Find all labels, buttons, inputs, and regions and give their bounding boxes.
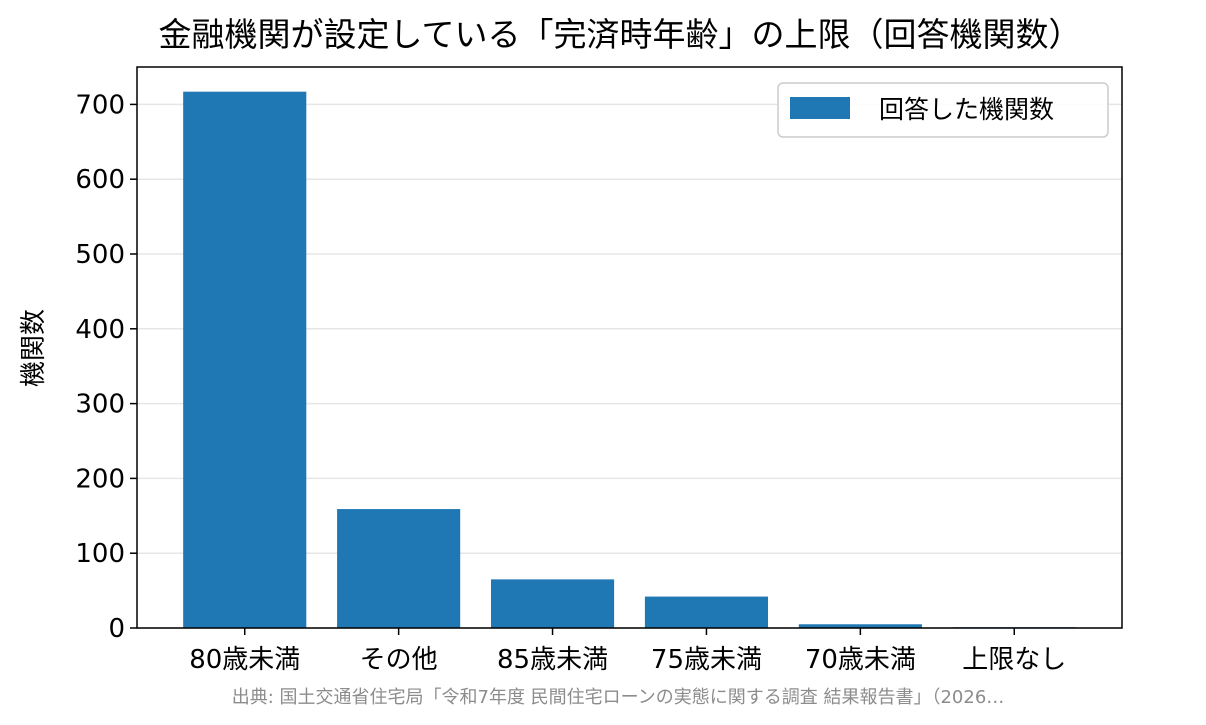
bar-5 (798, 624, 922, 628)
y-tick-label: 700 (75, 90, 125, 120)
source-note: 出典: 国土交通省住宅局「令和7年度 民間住宅ローンの実態に関する調査 結果報告… (232, 687, 1005, 708)
x-tick-label: 上限なし (962, 645, 1066, 675)
y-tick-label: 500 (75, 240, 125, 270)
x-tick-label: 80歳未満 (189, 645, 300, 675)
y-tick-label: 300 (75, 390, 125, 420)
x-tick-label: 70歳未満 (805, 645, 916, 675)
x-tick-label: 75歳未満 (651, 645, 762, 675)
y-tick-label: 400 (75, 315, 125, 345)
x-axis: 80歳未満 その他 85歳未満 75歳未満 70歳未満 上限なし (189, 628, 1066, 675)
x-tick-label: 85歳未満 (497, 645, 608, 675)
plot-frame (136, 66, 1123, 629)
y-tick-label: 0 (108, 614, 125, 644)
legend-box (777, 82, 1109, 138)
bar-2 (337, 509, 461, 628)
bar-3 (490, 579, 615, 628)
legend: 回答した機関数 (777, 82, 1109, 138)
x-tick-label: その他 (360, 645, 438, 675)
y-axis: 0 100 200 300 400 500 600 700 (75, 90, 137, 644)
y-tick-label: 100 (75, 539, 125, 569)
legend-label: 回答した機関数 (879, 95, 1054, 124)
y-tick-label: 200 (75, 464, 125, 494)
y-tick-label: 600 (75, 165, 125, 195)
chart-title: 金融機関が設定している「完済時年齢」の上限（回答機関数） (158, 15, 1081, 54)
bar-1 (183, 91, 307, 628)
legend-swatch (790, 97, 850, 119)
bar-4 (644, 596, 769, 628)
bars (183, 91, 1076, 628)
y-axis-label: 機関数 (19, 309, 49, 387)
